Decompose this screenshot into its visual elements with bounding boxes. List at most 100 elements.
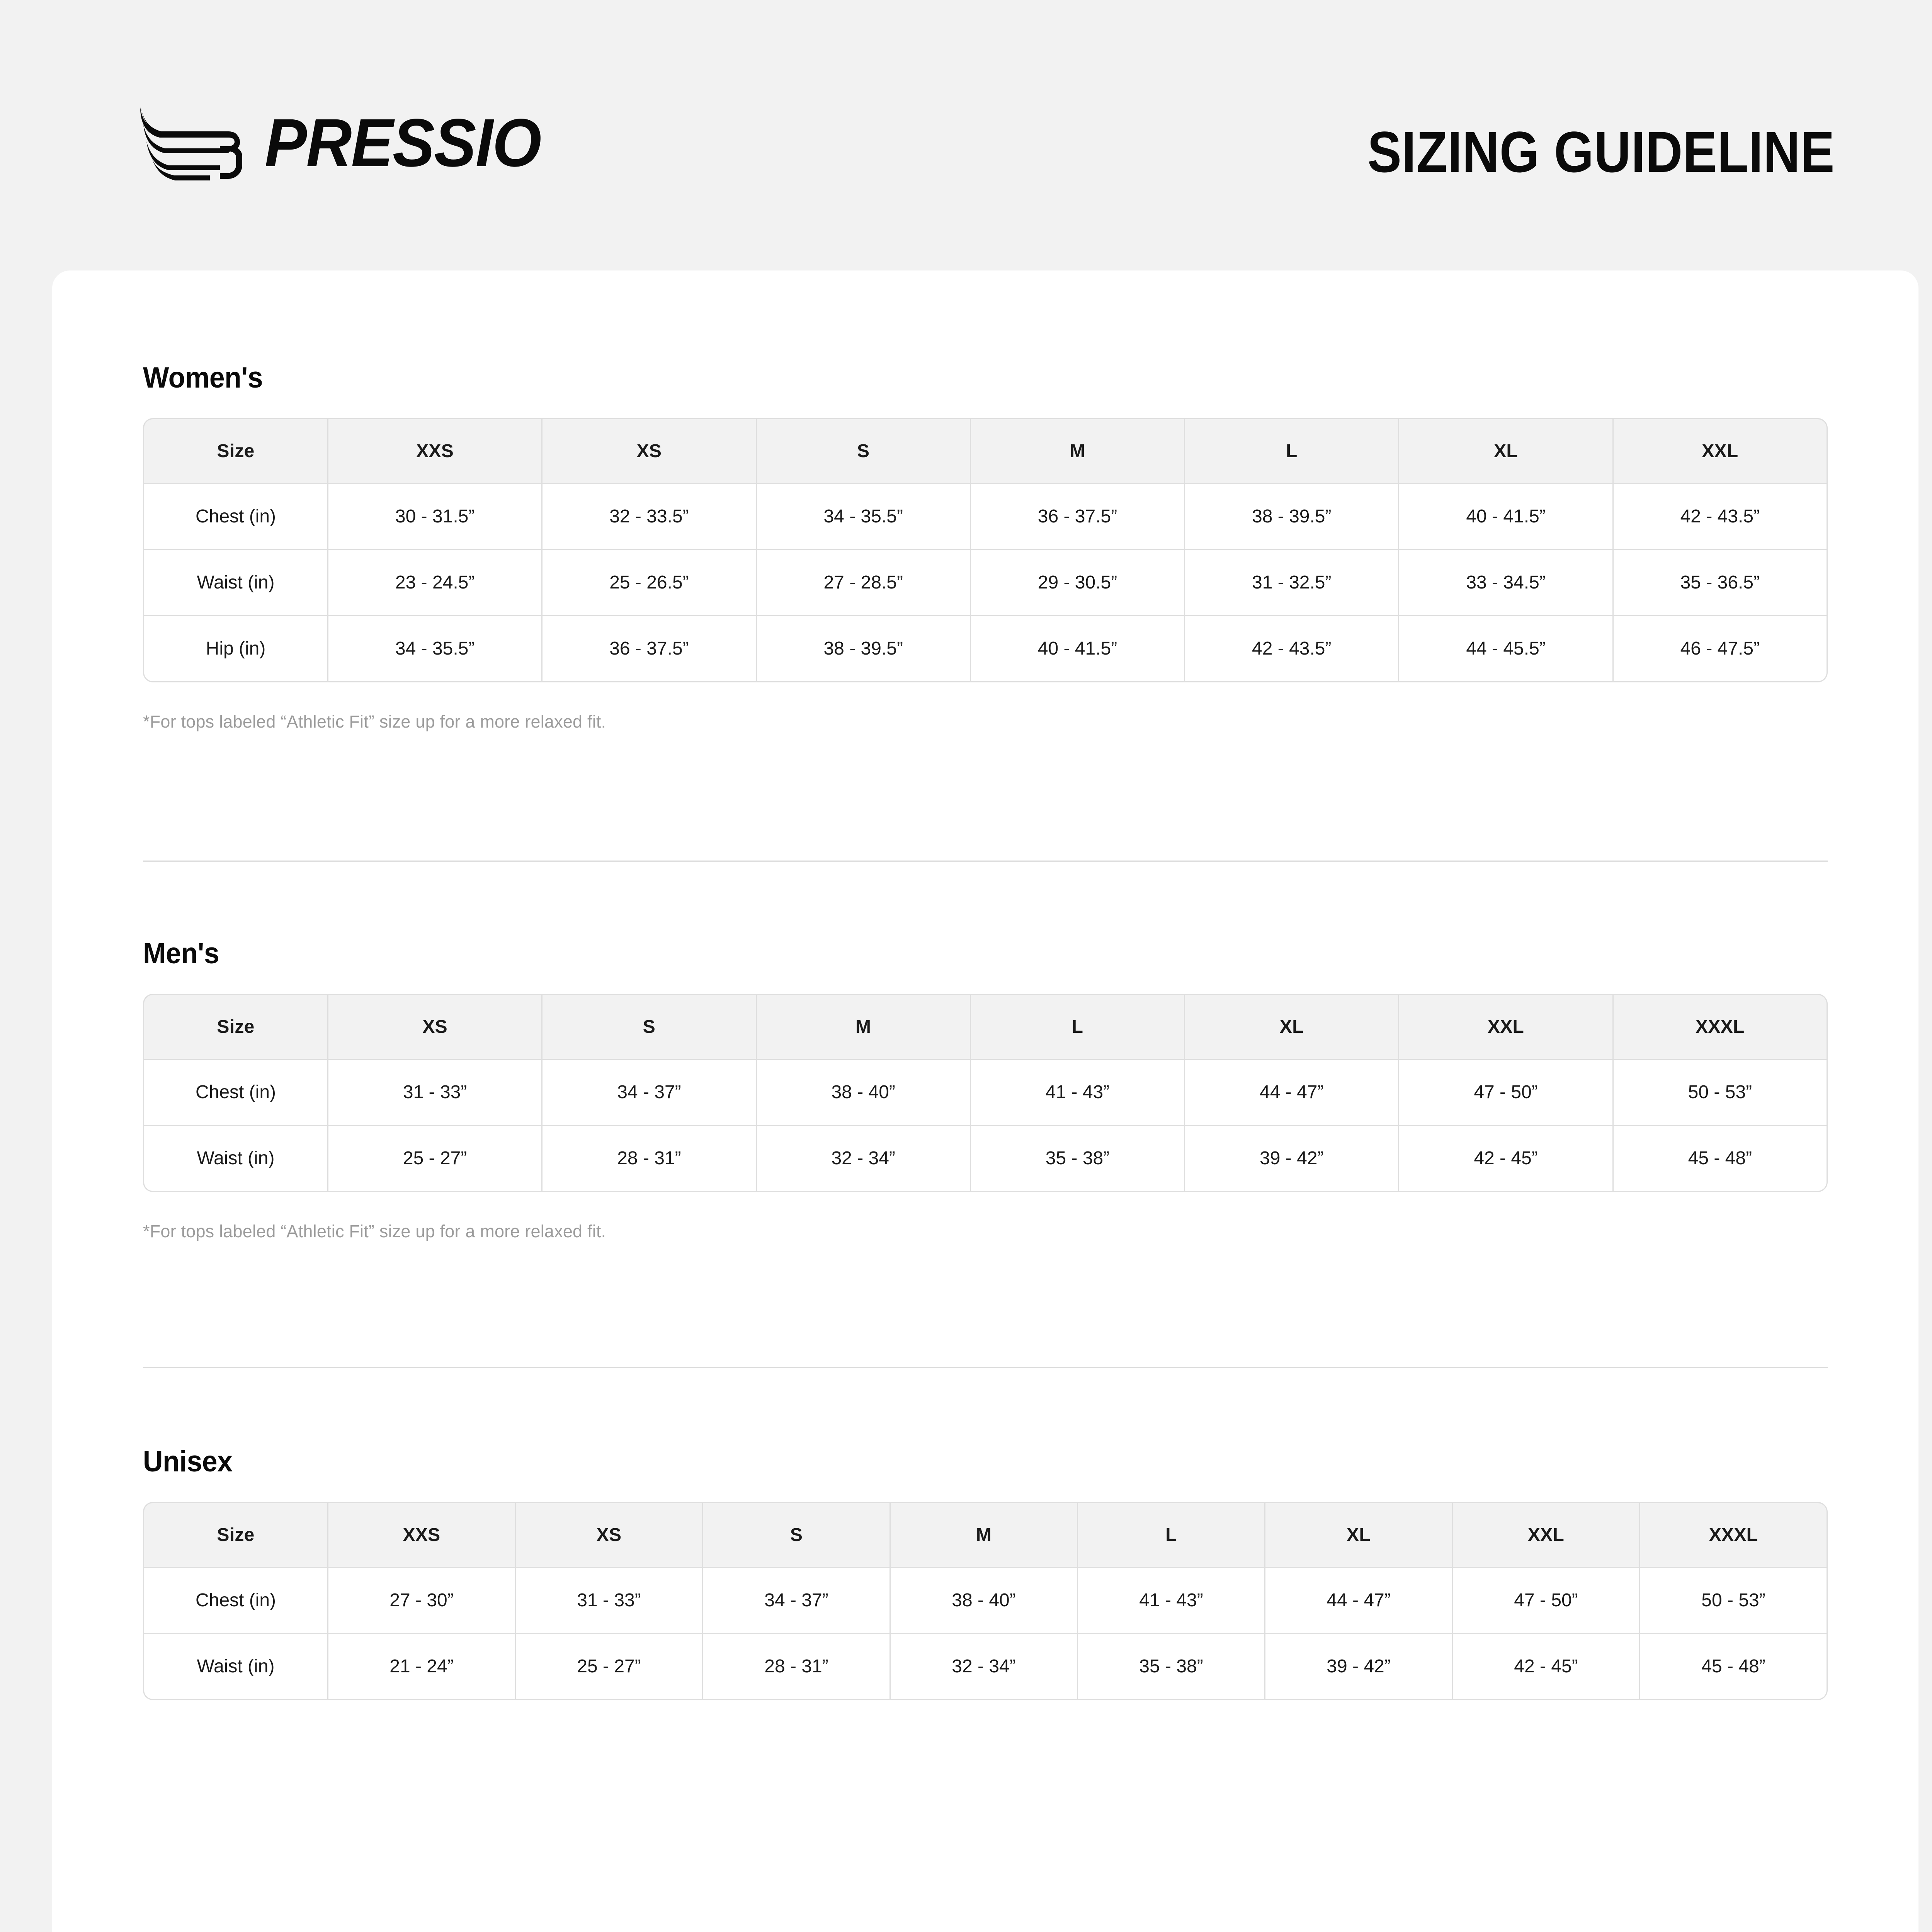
table-cell: 35 - 36.5” bbox=[1613, 550, 1828, 616]
table-cell: 31 - 33” bbox=[328, 1060, 543, 1126]
footnote-mens: *For tops labeled “Athletic Fit” size up… bbox=[143, 1221, 606, 1241]
row-label: Chest (in) bbox=[143, 1060, 328, 1126]
column-header: XXS bbox=[328, 1502, 516, 1568]
column-header: S bbox=[543, 994, 757, 1060]
page-header: PRESSIO SIZING GUIDELINE bbox=[0, 0, 1932, 270]
column-header: XL bbox=[1185, 994, 1400, 1060]
table-cell: 34 - 37” bbox=[543, 1060, 757, 1126]
table-cell: 25 - 27” bbox=[328, 1126, 543, 1192]
table-cell: 42 - 43.5” bbox=[1185, 616, 1400, 682]
table-cell: 50 - 53” bbox=[1613, 1060, 1828, 1126]
column-header: M bbox=[891, 1502, 1078, 1568]
table-cell: 34 - 35.5” bbox=[757, 484, 971, 550]
table-row: Waist (in) 21 - 24” 25 - 27” 28 - 31” 32… bbox=[143, 1634, 1828, 1700]
table-cell: 47 - 50” bbox=[1453, 1568, 1640, 1634]
section-title-unisex: Unisex bbox=[143, 1445, 233, 1478]
unisex-table-head: Size XXS XS S M L XL XXL XXXL bbox=[143, 1502, 1828, 1568]
table-cell: 36 - 37.5” bbox=[543, 616, 757, 682]
table-row: Chest (in) 31 - 33” 34 - 37” 38 - 40” 41… bbox=[143, 1060, 1828, 1126]
table-cell: 32 - 33.5” bbox=[543, 484, 757, 550]
column-header: Size bbox=[143, 418, 328, 484]
section-divider bbox=[143, 861, 1828, 862]
column-header: M bbox=[757, 994, 971, 1060]
table-cell: 21 - 24” bbox=[328, 1634, 516, 1700]
column-header: XL bbox=[1399, 418, 1614, 484]
section-unisex: Unisex Size XXS XS S M L XL bbox=[143, 1447, 1828, 1700]
row-label: Waist (in) bbox=[143, 1126, 328, 1192]
table-cell: 42 - 43.5” bbox=[1613, 484, 1828, 550]
pressio-wing-icon bbox=[137, 104, 249, 182]
table-cell: 25 - 27” bbox=[516, 1634, 703, 1700]
unisex-table-body: Chest (in) 27 - 30” 31 - 33” 34 - 37” 38… bbox=[143, 1568, 1828, 1700]
section-title-womens: Women's bbox=[143, 361, 263, 394]
table-cell: 31 - 32.5” bbox=[1185, 550, 1400, 616]
womens-table-body: Chest (in) 30 - 31.5” 32 - 33.5” 34 - 35… bbox=[143, 484, 1828, 682]
unisex-size-table: Size XXS XS S M L XL XXL XXXL bbox=[143, 1502, 1828, 1700]
table-header-row: Size XXS XS S M L XL XXL bbox=[143, 418, 1828, 484]
table-cell: 27 - 30” bbox=[328, 1568, 516, 1634]
page-title: SIZING GUIDELINE bbox=[1367, 119, 1835, 184]
mens-table-body: Chest (in) 31 - 33” 34 - 37” 38 - 40” 41… bbox=[143, 1060, 1828, 1192]
table-cell: 36 - 37.5” bbox=[971, 484, 1185, 550]
table-cell: 47 - 50” bbox=[1399, 1060, 1614, 1126]
table-cell: 23 - 24.5” bbox=[328, 550, 543, 616]
column-header: XXL bbox=[1399, 994, 1614, 1060]
column-header: S bbox=[757, 418, 971, 484]
table-cell: 44 - 45.5” bbox=[1399, 616, 1614, 682]
table-row: Waist (in) 23 - 24.5” 25 - 26.5” 27 - 28… bbox=[143, 550, 1828, 616]
table-row: Hip (in) 34 - 35.5” 36 - 37.5” 38 - 39.5… bbox=[143, 616, 1828, 682]
column-header: S bbox=[703, 1502, 891, 1568]
section-divider bbox=[143, 1367, 1828, 1368]
column-header: XXL bbox=[1613, 418, 1828, 484]
table-cell: 41 - 43” bbox=[1078, 1568, 1265, 1634]
row-label: Waist (in) bbox=[143, 1634, 328, 1700]
table-cell: 38 - 39.5” bbox=[757, 616, 971, 682]
womens-size-table: Size XXS XS S M L XL XXL Chest (in) bbox=[143, 418, 1828, 682]
table-cell: 34 - 37” bbox=[703, 1568, 891, 1634]
column-header: XS bbox=[543, 418, 757, 484]
row-label: Chest (in) bbox=[143, 484, 328, 550]
section-mens: Men's Size XS S M L XL XXL bbox=[143, 939, 1828, 1242]
table-row: Chest (in) 27 - 30” 31 - 33” 34 - 37” 38… bbox=[143, 1568, 1828, 1634]
table-cell: 42 - 45” bbox=[1453, 1634, 1640, 1700]
table-cell: 32 - 34” bbox=[757, 1126, 971, 1192]
table-cell: 25 - 26.5” bbox=[543, 550, 757, 616]
mens-table-head: Size XS S M L XL XXL XXXL bbox=[143, 994, 1828, 1060]
column-header: M bbox=[971, 418, 1185, 484]
footnote-womens: *For tops labeled “Athletic Fit” size up… bbox=[143, 712, 606, 731]
column-header: L bbox=[1078, 1502, 1265, 1568]
brand-lockup: PRESSIO bbox=[137, 104, 561, 182]
table-cell: 31 - 33” bbox=[516, 1568, 703, 1634]
column-header: L bbox=[1185, 418, 1400, 484]
table-cell: 38 - 40” bbox=[891, 1568, 1078, 1634]
table-header-row: Size XXS XS S M L XL XXL XXXL bbox=[143, 1502, 1828, 1568]
table-cell: 38 - 39.5” bbox=[1185, 484, 1400, 550]
table-cell: 40 - 41.5” bbox=[1399, 484, 1614, 550]
column-header: XXXL bbox=[1613, 994, 1828, 1060]
table-cell: 35 - 38” bbox=[971, 1126, 1185, 1192]
column-header: L bbox=[971, 994, 1185, 1060]
table-cell: 45 - 48” bbox=[1613, 1126, 1828, 1192]
table-cell: 44 - 47” bbox=[1265, 1568, 1453, 1634]
table-cell: 28 - 31” bbox=[703, 1634, 891, 1700]
column-header: XXXL bbox=[1640, 1502, 1828, 1568]
table-cell: 35 - 38” bbox=[1078, 1634, 1265, 1700]
table-cell: 46 - 47.5” bbox=[1613, 616, 1828, 682]
column-header: Size bbox=[143, 994, 328, 1060]
column-header: XS bbox=[516, 1502, 703, 1568]
table-row: Chest (in) 30 - 31.5” 32 - 33.5” 34 - 35… bbox=[143, 484, 1828, 550]
column-header: XS bbox=[328, 994, 543, 1060]
mens-size-table: Size XS S M L XL XXL XXXL Chest (in) bbox=[143, 994, 1828, 1192]
content-card: Women's Size XXS XS S M L XL bbox=[52, 270, 1918, 1932]
column-header: XXL bbox=[1453, 1502, 1640, 1568]
section-title-mens: Men's bbox=[143, 937, 219, 970]
card-inner: Women's Size XXS XS S M L XL bbox=[143, 270, 1828, 1932]
table-cell: 29 - 30.5” bbox=[971, 550, 1185, 616]
table-cell: 27 - 28.5” bbox=[757, 550, 971, 616]
column-header: Size bbox=[143, 1502, 328, 1568]
brand-wordmark: PRESSIO bbox=[265, 105, 542, 181]
table-cell: 38 - 40” bbox=[757, 1060, 971, 1126]
row-label: Hip (in) bbox=[143, 616, 328, 682]
table-cell: 28 - 31” bbox=[543, 1126, 757, 1192]
